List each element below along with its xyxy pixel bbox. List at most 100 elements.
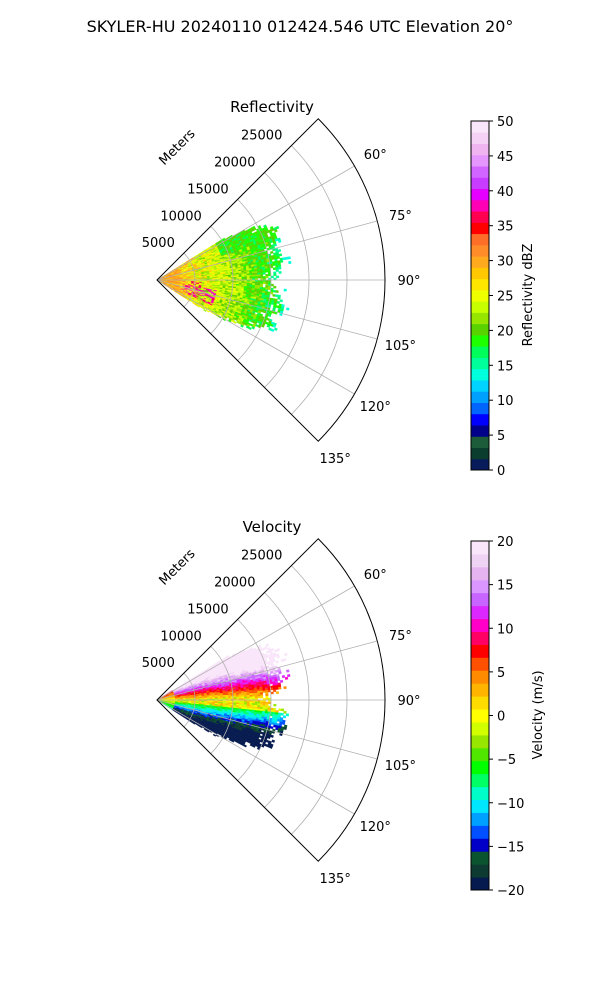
ref-data-cell [254,276,258,279]
reflectivity-title: Reflectivity [230,98,314,116]
ref-range-tick-label: 20000 [214,156,255,171]
ref-data-cell [265,275,269,279]
vel-data-cell [273,703,277,707]
vel-data-cell [260,701,264,704]
reflectivity-range-label: Meters [157,126,199,168]
vel-data-cell [246,701,250,704]
ref-data-cell [287,256,291,260]
ref-colorbar-segment [471,436,489,448]
ref-colorbar-segment [471,121,489,133]
vel-data-cell [265,703,269,706]
vel-data-cell [228,697,232,699]
vel-data-cell [260,694,264,697]
ref-data-cell [254,272,258,276]
ref-data-cell [225,277,229,279]
ref-colorbar-tick-label: 50 [497,115,514,130]
ref-data-cell [252,274,256,277]
ref-data-cell [254,283,258,286]
ref-colorbar-tick-label: 10 [497,394,514,409]
ref-data-cell [262,272,266,275]
ref-colorbar-tick-label: 20 [497,324,514,339]
vel-data-cell [282,715,287,719]
ref-range-tick-label: 10000 [160,209,201,224]
ref-data-cell [203,309,207,312]
ref-data-cell [257,276,261,279]
ref-data-cell [276,256,280,259]
ref-colorbar-segment [471,458,489,471]
ref-data-cell [272,290,277,293]
ref-data-cell [275,225,280,230]
ref-data-cell [249,281,253,284]
vel-data-cell [278,708,282,712]
vel-data-cell [283,726,287,731]
vel-data-cell [278,671,282,675]
vel-data-cell [273,689,277,693]
ref-colorbar-tick-label: 30 [497,255,514,270]
ref-range-tick-label: 15000 [187,182,228,197]
vel-data-cell [276,678,281,682]
ref-colorbar-segment [471,391,489,403]
ref-data-cell [265,283,269,286]
ref-data-cell [275,290,279,293]
ref-data-cell [259,272,264,275]
ref-data-cell [276,275,280,279]
vel-data-cell [233,697,237,699]
ref-data-cell [275,267,279,270]
ref-data-cell [278,253,283,257]
ref-colorbar-segment [471,154,489,167]
ref-colorbar-tick-label: 25 [497,290,514,305]
ref-data-cell [257,281,261,284]
vel-data-cell [280,712,284,716]
ref-data-cell [246,276,250,279]
ref-colorbar-segment [471,334,489,347]
ref-data-cell [273,273,277,277]
ref-colorbar-tick-label: 45 [497,150,514,165]
ref-data-cell [233,320,237,324]
ref-data-cell [283,288,287,292]
vel-data-cell [249,694,253,697]
figure-title: SKYLER-HU 20240110 012424.546 UTC Elevat… [87,17,514,36]
vel-data-cell [286,669,290,673]
vel-data-cell [281,708,285,712]
vel-data-cell [262,701,266,704]
ref-data-cell [279,299,283,303]
ref-data-cell [260,274,264,277]
ref-data-cell [265,285,269,288]
vel-data-cell [275,687,279,690]
ref-range-tick-label: 5000 [142,236,175,251]
ref-colorbar-segment [471,289,489,302]
ref-data-cell [277,296,281,300]
ref-colorbar-segment [471,177,489,190]
ref-colorbar-segment [471,143,489,156]
vel-data-cell [279,679,284,683]
ref-data-cell [277,249,282,253]
ref-colorbar-segment [471,166,489,178]
reflectivity-tick-labels: 50001000015000200002500060°75°90°105°120… [142,129,421,468]
vel-data-cell [249,693,253,696]
vel-data-cell [244,701,248,704]
ref-colorbar-segment [471,357,489,370]
ref-data-cell [262,276,266,279]
ref-data-cell [273,271,277,275]
vel-data-cell [252,701,256,704]
ref-colorbar-segment [471,233,489,246]
ref-data-cell [272,267,277,270]
vel-data-cell [259,692,264,695]
vel-data-cell [285,713,290,717]
ref-data-cell [265,274,269,277]
ref-range-tick-label: 25000 [241,129,282,144]
vel-data-cell [254,692,258,696]
ref-colorbar-segment [471,211,489,223]
vel-data-cell [252,703,256,706]
vel-data-cell [260,703,264,706]
vel-data-cell [262,690,266,693]
ref-data-cell [277,239,282,243]
vel-data-cell [270,726,274,730]
ref-colorbar-segment [471,447,489,460]
ref-data-cell [275,269,279,272]
ref-data-cell [233,277,237,279]
vel-data-cell [252,694,256,697]
ref-azimuth-tick-label: 90° [397,274,420,289]
ref-data-cell [262,281,266,284]
